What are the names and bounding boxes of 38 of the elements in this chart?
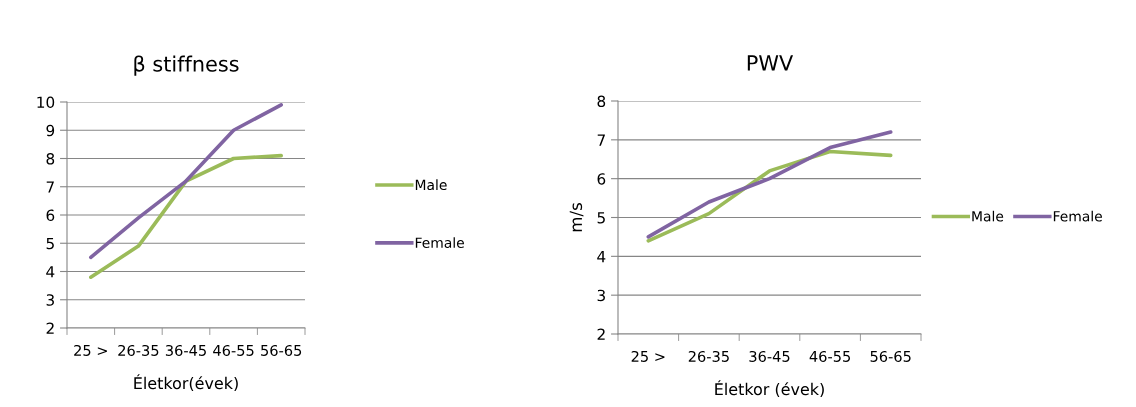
y-tick-label: 2	[597, 328, 605, 340]
x-tick-label: 46-55	[213, 344, 254, 356]
x-tick-label: 56-65	[870, 350, 911, 362]
y-tick-label: 9	[46, 124, 55, 137]
y-tick-label: 8	[597, 95, 606, 108]
x-tick-label: 26-35	[118, 344, 159, 356]
y-tick-label: 3	[46, 294, 54, 306]
x-tick-label: 46-55	[809, 350, 851, 362]
legend-label: Male	[972, 210, 1004, 222]
line-series	[88, 153, 284, 279]
chart-title: PWV	[747, 55, 794, 71]
y-tick-label: 2	[46, 322, 54, 334]
x-tick-label: 56-65	[261, 344, 302, 356]
y-tick-label: 10	[37, 96, 55, 109]
legend-label: Female	[415, 237, 464, 248]
y-tick-label: 7	[46, 181, 54, 193]
y-tick-label: 4	[597, 251, 606, 263]
y-tick-label: 8	[46, 152, 55, 165]
line-series	[88, 103, 284, 260]
legend-label: Male	[415, 179, 447, 191]
x-axis-title: Életkor (évek)	[715, 380, 824, 398]
x-tick-label: 25 >	[74, 344, 107, 356]
legend-label: Female	[1053, 210, 1102, 222]
chart-title: β stiffness	[134, 55, 239, 76]
x-axis-title: Életkor(évek)	[134, 374, 238, 392]
y-tick-label: 5	[597, 212, 605, 224]
x-tick-label: 25 >	[631, 350, 665, 362]
y-tick-label: 6	[597, 173, 606, 185]
y-tick-label: 6	[46, 209, 55, 222]
y-tick-label: 3	[597, 289, 605, 302]
y-axis-title: m/s	[569, 203, 584, 232]
y-tick-label: 5	[46, 237, 54, 250]
x-tick-label: 36-45	[749, 350, 790, 362]
x-tick-label: 36-45	[165, 344, 206, 356]
x-tick-label: 26-35	[688, 350, 729, 362]
y-tick-label: 7	[597, 134, 605, 146]
line-series	[646, 130, 893, 239]
y-tick-label: 4	[46, 266, 55, 278]
